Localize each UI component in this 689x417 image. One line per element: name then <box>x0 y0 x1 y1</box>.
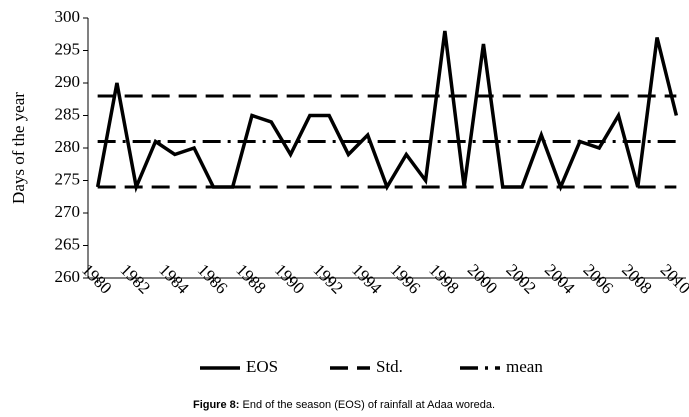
caption-label: Figure 8: <box>193 399 239 411</box>
x-tick-label: 1980 <box>78 260 115 297</box>
legend-label: mean <box>506 357 543 376</box>
y-tick-label: 265 <box>55 234 81 253</box>
x-tick-label: 2006 <box>580 260 617 297</box>
y-axis-label: Days of the year <box>9 92 28 204</box>
legend-label: Std. <box>376 357 403 376</box>
x-tick-label: 1998 <box>425 260 462 297</box>
x-tick-label: 2004 <box>541 260 579 298</box>
x-tick-label: 1996 <box>387 260 424 297</box>
x-tick-label: 1990 <box>271 260 308 297</box>
y-tick-label: 295 <box>55 39 81 58</box>
x-tick-label: 2010 <box>657 260 689 297</box>
y-tick-label: 275 <box>55 169 81 188</box>
caption: Figure 8: End of the season (EOS) of rai… <box>193 399 495 411</box>
x-tick-label: 1994 <box>348 260 386 298</box>
x-tick-label: 2000 <box>464 260 501 297</box>
x-tick-label: 1988 <box>232 260 269 297</box>
y-tick-label: 290 <box>55 72 81 91</box>
x-tick-label: 1984 <box>155 260 193 298</box>
y-tick-label: 285 <box>55 104 81 123</box>
x-tick-label: 1982 <box>117 260 154 297</box>
y-tick-label: 260 <box>55 267 81 286</box>
x-tick-label: 2008 <box>618 260 655 297</box>
y-tick-label: 270 <box>55 202 81 221</box>
x-tick-label: 1986 <box>194 260 231 297</box>
legend-label: EOS <box>246 357 278 376</box>
y-tick-label: 280 <box>55 137 81 156</box>
x-tick-label: 1992 <box>309 260 346 297</box>
caption-text: End of the season (EOS) of rainfall at A… <box>242 399 495 411</box>
y-tick-label: 300 <box>55 7 81 26</box>
series-line <box>95 30 679 194</box>
x-tick-label: 2002 <box>502 260 539 297</box>
